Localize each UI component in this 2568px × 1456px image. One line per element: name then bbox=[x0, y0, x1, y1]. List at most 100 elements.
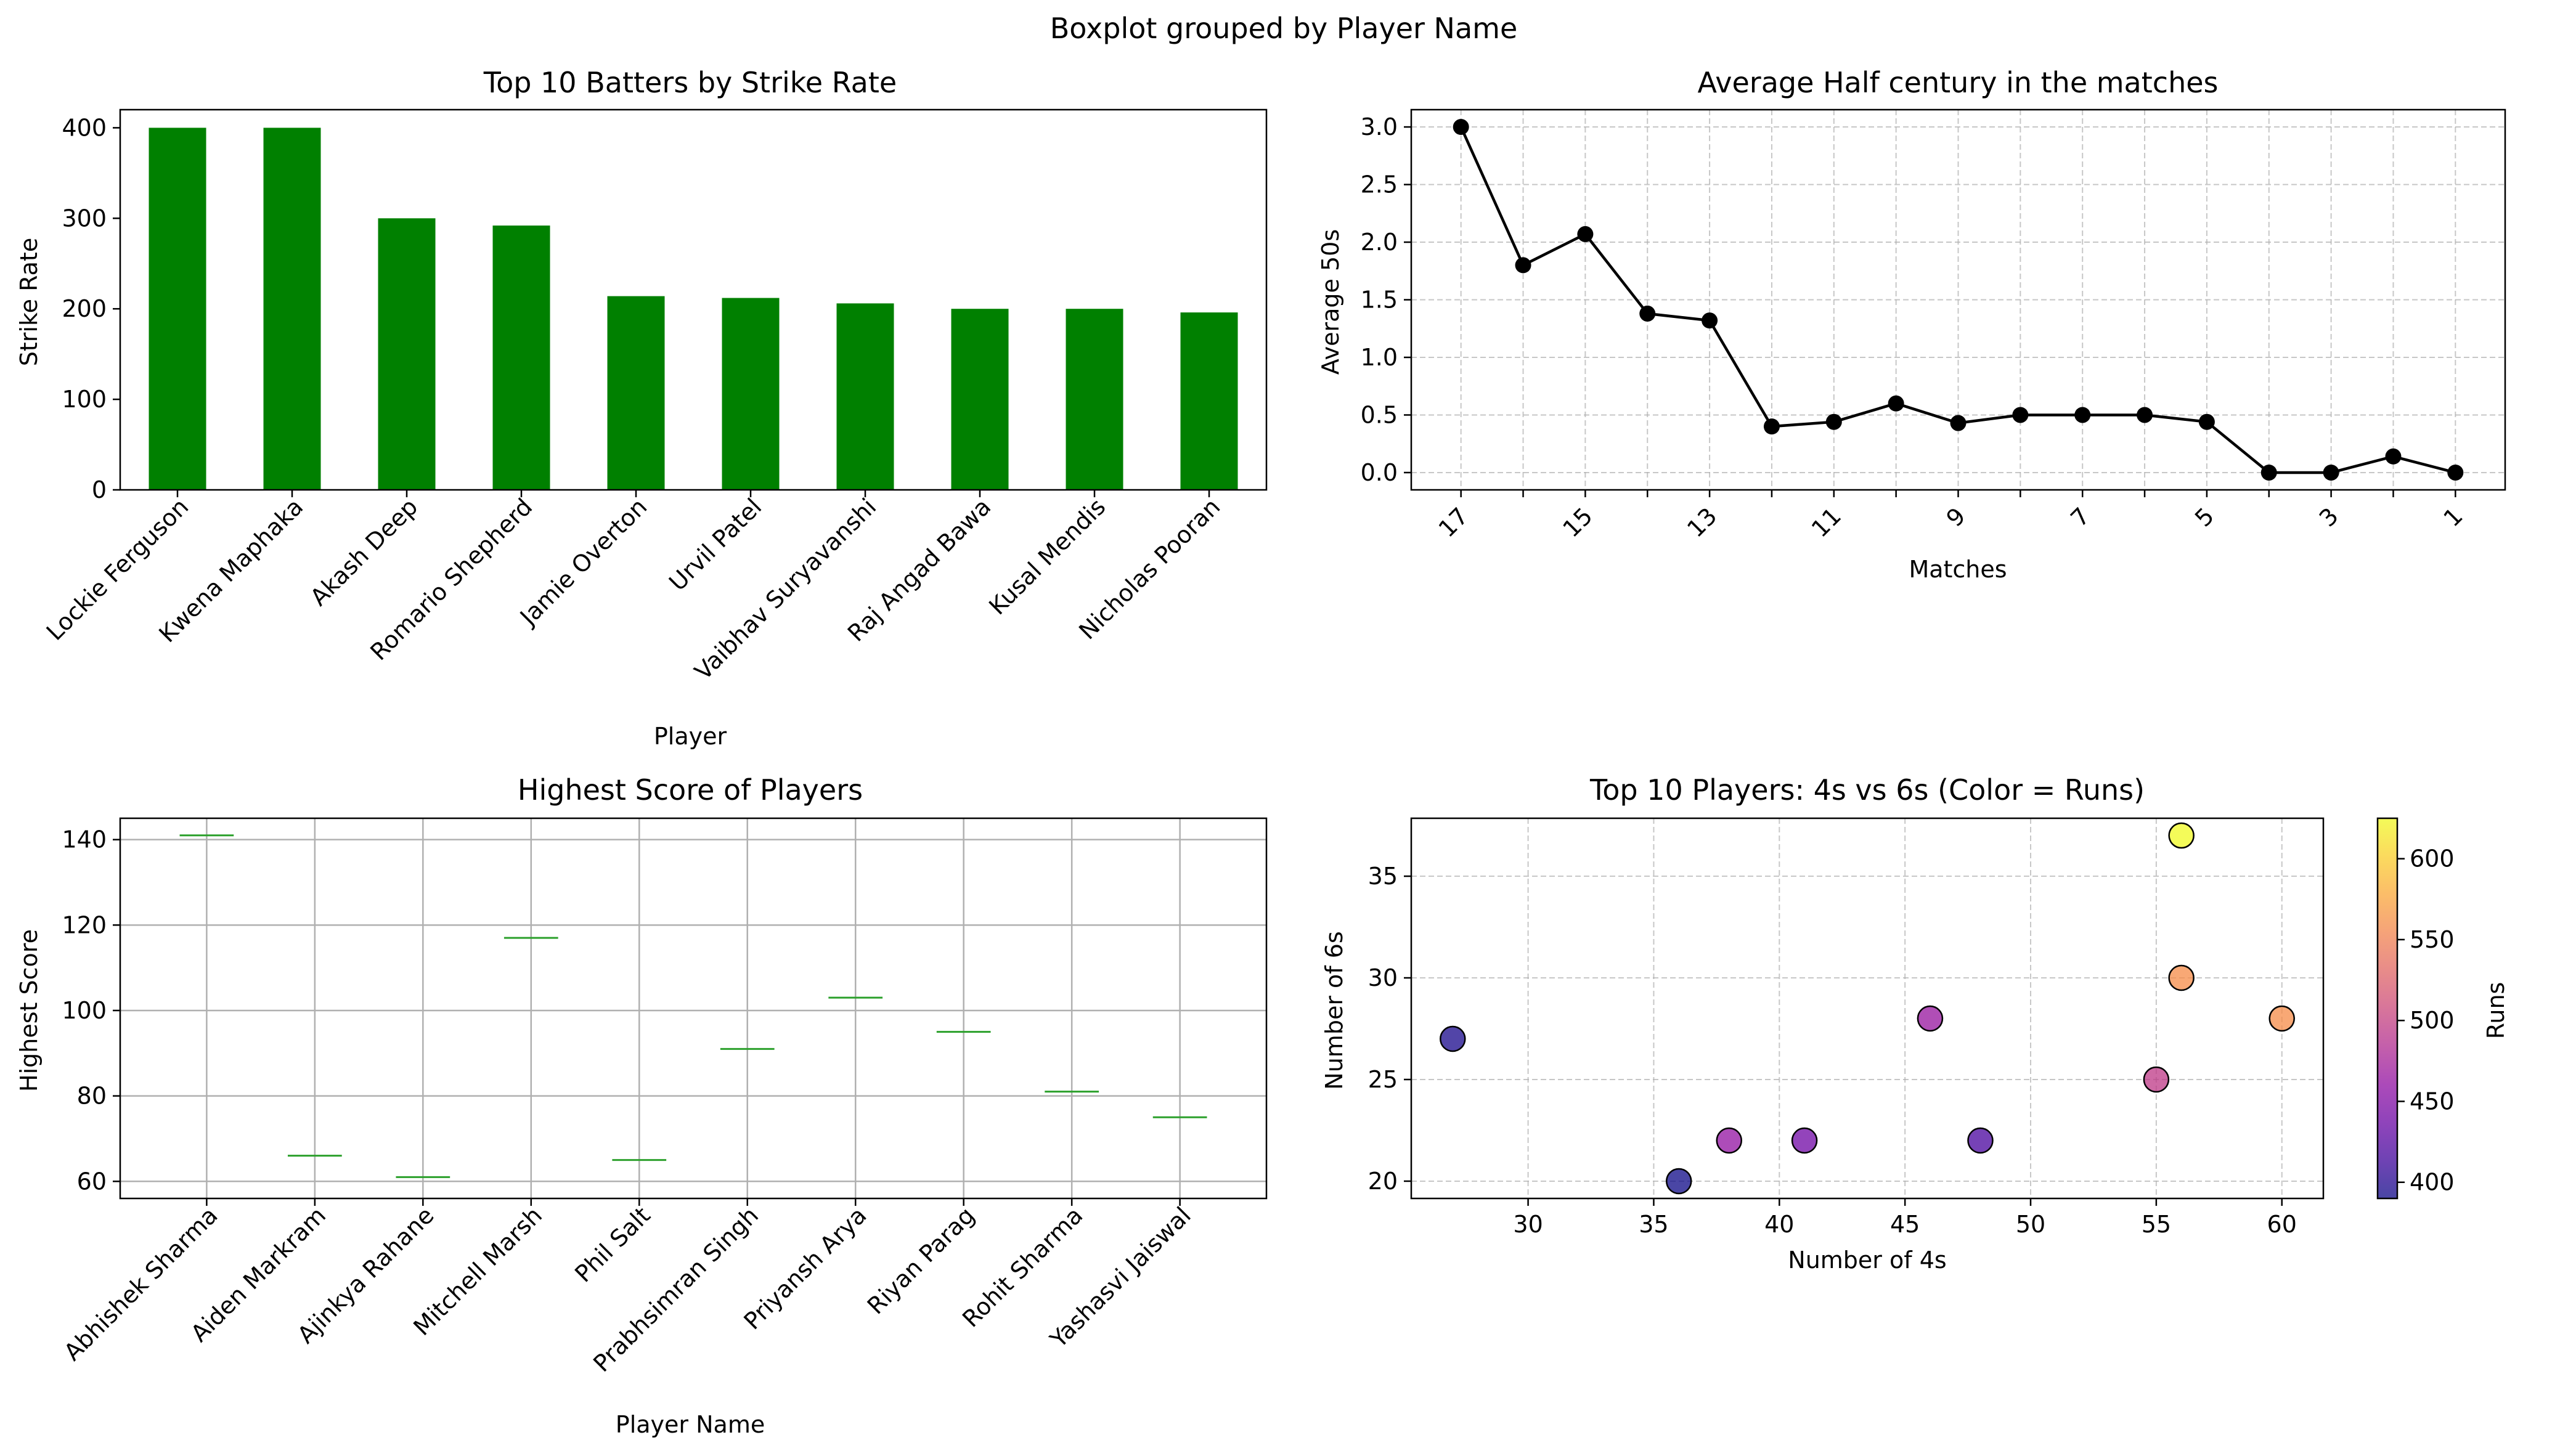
data-point bbox=[1577, 226, 1594, 242]
plot-frame bbox=[119, 108, 1268, 491]
bar bbox=[607, 296, 665, 490]
y-tick-label: 60 bbox=[77, 1168, 107, 1195]
bar-chart-panel: Top 10 Batters by Strike Rate Player Str… bbox=[15, 66, 1268, 750]
bar-chart-title: Top 10 Batters by Strike Rate bbox=[483, 66, 897, 99]
data-point bbox=[2012, 407, 2029, 423]
data-point bbox=[1639, 305, 1656, 322]
data-point bbox=[2447, 464, 2464, 481]
x-tick-label: 40 bbox=[1764, 1211, 1794, 1238]
scatter-point bbox=[2168, 822, 2195, 849]
data-point bbox=[2074, 407, 2091, 423]
colorbar-tick-label: 450 bbox=[2410, 1088, 2455, 1115]
x-tick-label: 11 bbox=[1806, 502, 1846, 542]
data-point bbox=[2198, 413, 2215, 430]
box-chart-panel: Highest Score of Players Player Name Hig… bbox=[15, 773, 1268, 1438]
data-point bbox=[2323, 464, 2339, 481]
y-tick-label: 1.5 bbox=[1361, 287, 1398, 314]
scatter-point bbox=[1665, 1168, 1692, 1195]
scatter-point bbox=[1917, 1005, 1944, 1032]
x-tick-label: 3 bbox=[2314, 502, 2344, 532]
scatter-chart-panel: Top 10 Players: 4s vs 6s (Color = Runs) … bbox=[1321, 773, 2509, 1274]
x-tick-label: Riyan Parag bbox=[862, 1202, 980, 1319]
bar bbox=[951, 309, 1009, 490]
data-point bbox=[1453, 119, 1469, 136]
data-point bbox=[1888, 395, 1904, 412]
scatter-chart-xlabel: Number of 4s bbox=[1788, 1247, 1946, 1274]
x-tick-label: 5 bbox=[2190, 502, 2219, 532]
scatter-chart-title: Top 10 Players: 4s vs 6s (Color = Runs) bbox=[1589, 773, 2145, 807]
bar bbox=[378, 218, 436, 490]
line-chart-panel: Average Half century in the matches Matc… bbox=[1317, 66, 2506, 583]
y-tick-label: 2.5 bbox=[1361, 171, 1398, 198]
bar bbox=[263, 128, 321, 490]
bar bbox=[722, 298, 780, 490]
x-tick-label: 15 bbox=[1557, 502, 1597, 542]
bar bbox=[149, 128, 206, 490]
colorbar-label: Runs bbox=[2482, 982, 2509, 1039]
y-tick-label: 0.0 bbox=[1361, 459, 1398, 486]
scatter-point bbox=[1967, 1127, 1994, 1154]
data-point bbox=[1763, 418, 1780, 435]
y-tick-label: 120 bbox=[62, 911, 107, 938]
box-chart-ylabel: Highest Score bbox=[15, 929, 43, 1092]
y-tick-label: 3.0 bbox=[1361, 113, 1398, 140]
x-tick-label: 30 bbox=[1513, 1211, 1543, 1238]
y-tick-label: 20 bbox=[1368, 1168, 1398, 1195]
data-point bbox=[2385, 448, 2402, 465]
y-tick-label: 200 bbox=[62, 295, 107, 322]
scatter-point bbox=[1791, 1127, 1818, 1154]
box-chart-xlabel: Player Name bbox=[616, 1411, 765, 1438]
line-chart-xlabel: Matches bbox=[1909, 556, 2007, 583]
scatter-point bbox=[2143, 1066, 2170, 1093]
bar-chart-ylabel: Strike Rate bbox=[15, 238, 43, 366]
x-tick-label: Akash Deep bbox=[305, 493, 423, 611]
y-tick-label: 0 bbox=[92, 476, 107, 503]
y-tick-label: 80 bbox=[77, 1083, 107, 1110]
y-tick-label: 0.5 bbox=[1361, 401, 1398, 428]
bar bbox=[836, 303, 894, 490]
y-tick-label: 2.0 bbox=[1361, 229, 1398, 256]
bar-chart-xlabel: Player bbox=[654, 723, 727, 750]
data-point bbox=[2137, 407, 2153, 423]
y-tick-label: 1.0 bbox=[1361, 344, 1398, 371]
colorbar-tick-label: 400 bbox=[2410, 1169, 2455, 1196]
data-point bbox=[2260, 464, 2277, 481]
scatter-point bbox=[2168, 964, 2195, 991]
scatter-point bbox=[2268, 1005, 2295, 1032]
line-chart-ylabel: Average 50s bbox=[1317, 229, 1344, 375]
y-tick-label: 300 bbox=[62, 205, 107, 232]
scatter-point bbox=[1440, 1025, 1466, 1052]
x-tick-label: 7 bbox=[2065, 502, 2095, 532]
scatter-chart-ylabel: Number of 6s bbox=[1321, 931, 1348, 1089]
x-tick-label: Phil Salt bbox=[569, 1202, 655, 1287]
plot-frame bbox=[119, 817, 1268, 1200]
data-point bbox=[1515, 257, 1531, 274]
y-tick-label: 100 bbox=[62, 386, 107, 413]
x-tick-label: Kusal Mendis bbox=[984, 493, 1111, 620]
x-tick-label: 35 bbox=[1639, 1211, 1668, 1238]
y-tick-label: 100 bbox=[62, 997, 107, 1024]
data-point bbox=[1950, 415, 1967, 431]
data-point bbox=[1702, 312, 1718, 329]
y-tick-label: 140 bbox=[62, 826, 107, 853]
y-tick-label: 35 bbox=[1368, 863, 1398, 890]
x-tick-label: 1 bbox=[2438, 502, 2468, 532]
y-tick-label: 25 bbox=[1368, 1066, 1398, 1093]
x-tick-label: 50 bbox=[2016, 1211, 2045, 1238]
x-tick-label: 60 bbox=[2267, 1211, 2297, 1238]
y-tick-label: 400 bbox=[62, 114, 107, 141]
colorbar-tick-label: 500 bbox=[2410, 1007, 2455, 1034]
x-tick-label: 9 bbox=[1941, 502, 1971, 532]
box-chart-title: Highest Score of Players bbox=[518, 773, 863, 807]
colorbar bbox=[2376, 817, 2399, 1200]
x-tick-label: Urvil Patel bbox=[664, 493, 767, 596]
x-tick-label: 17 bbox=[1433, 502, 1474, 542]
x-tick-label: 13 bbox=[1682, 502, 1722, 542]
bar bbox=[492, 226, 550, 490]
y-tick-label: 30 bbox=[1368, 964, 1398, 991]
bar bbox=[1066, 309, 1123, 490]
x-tick-label: 45 bbox=[1890, 1211, 1920, 1238]
x-tick-label: 55 bbox=[2142, 1211, 2171, 1238]
plot-frame bbox=[1410, 817, 2325, 1200]
